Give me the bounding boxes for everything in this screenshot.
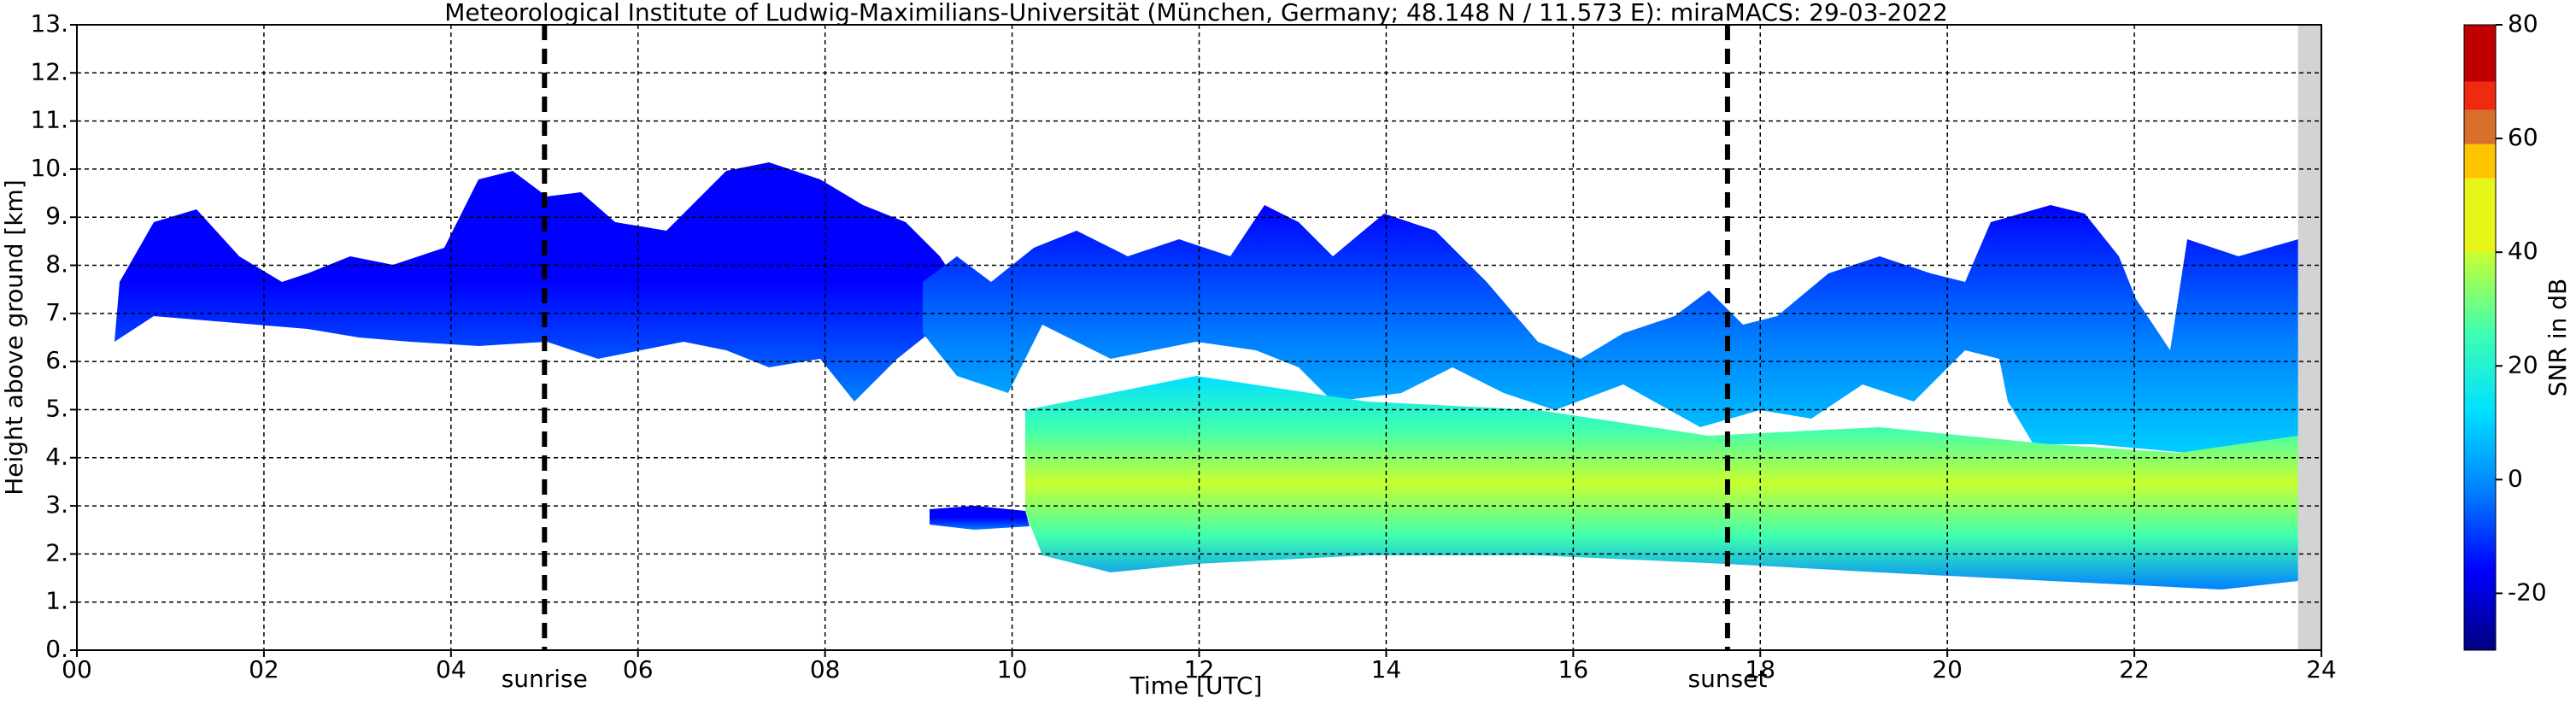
colorbar-band bbox=[2464, 178, 2496, 253]
y-tick-label: 7. bbox=[45, 298, 68, 326]
y-tick-label: 2. bbox=[45, 538, 68, 566]
colorbar-label: SNR in dB bbox=[2544, 279, 2572, 396]
y-tick-label: 1. bbox=[45, 587, 68, 615]
x-tick-label: 24 bbox=[2306, 655, 2337, 683]
y-tick-label: 4. bbox=[45, 443, 68, 471]
x-tick-label: 00 bbox=[62, 655, 92, 683]
plot-frame bbox=[76, 24, 2322, 651]
y-tick-label: 12. bbox=[30, 57, 68, 85]
y-tick-label: 0. bbox=[45, 635, 68, 663]
y-tick-label: 9. bbox=[45, 202, 68, 230]
cloud-core bbox=[1025, 376, 2298, 590]
colorbar-frame bbox=[2463, 24, 2497, 651]
x-tick-label: 02 bbox=[249, 655, 279, 683]
annotation-label: sunrise bbox=[502, 665, 588, 693]
annotation-label: sunset bbox=[1688, 665, 1768, 693]
cloud-main bbox=[923, 205, 2298, 478]
colorbar-tick-label: 80 bbox=[2508, 9, 2538, 38]
y-axis-label: Height above ground [km] bbox=[0, 179, 28, 496]
x-tick-label: 12 bbox=[1184, 655, 1215, 683]
colorbar-tick-label: 40 bbox=[2508, 237, 2538, 265]
colorbar-band bbox=[2464, 109, 2496, 144]
y-tick-label: 3. bbox=[45, 490, 68, 519]
colorbar-tick-label: 60 bbox=[2508, 123, 2538, 151]
cloud-low bbox=[930, 506, 1030, 530]
colorbar-band bbox=[2464, 144, 2496, 179]
x-tick-label: 14 bbox=[1371, 655, 1402, 683]
y-tick-label: 10. bbox=[30, 154, 68, 182]
x-tick-label: 16 bbox=[1558, 655, 1589, 683]
x-tick-label: 18 bbox=[1745, 655, 1775, 683]
chart-title: Meteorological Institute of Ludwig-Maxim… bbox=[444, 0, 1948, 26]
x-axis-label: Time [UTC] bbox=[1130, 672, 1263, 700]
no-data-region bbox=[2297, 25, 2321, 650]
x-tick-label: 20 bbox=[1932, 655, 1963, 683]
colorbar-band bbox=[2464, 25, 2496, 82]
x-tick-label: 08 bbox=[810, 655, 841, 683]
radar-echo bbox=[114, 162, 2298, 590]
colorbar-band bbox=[2464, 81, 2496, 110]
colorbar-gradient bbox=[2464, 252, 2496, 650]
x-tick-label: 22 bbox=[2119, 655, 2150, 683]
x-tick-label: 04 bbox=[436, 655, 466, 683]
colorbar-tick-label: 20 bbox=[2508, 350, 2538, 378]
y-tick-label: 11. bbox=[30, 106, 68, 134]
colorbar-tick-label: -20 bbox=[2508, 578, 2547, 606]
y-tick-label: 13. bbox=[30, 9, 68, 38]
colorbar-tick-label: 0 bbox=[2508, 464, 2523, 492]
y-tick-label: 8. bbox=[45, 250, 68, 279]
x-tick-label: 06 bbox=[623, 655, 654, 683]
x-tick-label: 10 bbox=[997, 655, 1028, 683]
cloud-upper bbox=[114, 162, 957, 402]
y-tick-label: 6. bbox=[45, 346, 68, 374]
y-tick-label: 5. bbox=[45, 394, 68, 422]
